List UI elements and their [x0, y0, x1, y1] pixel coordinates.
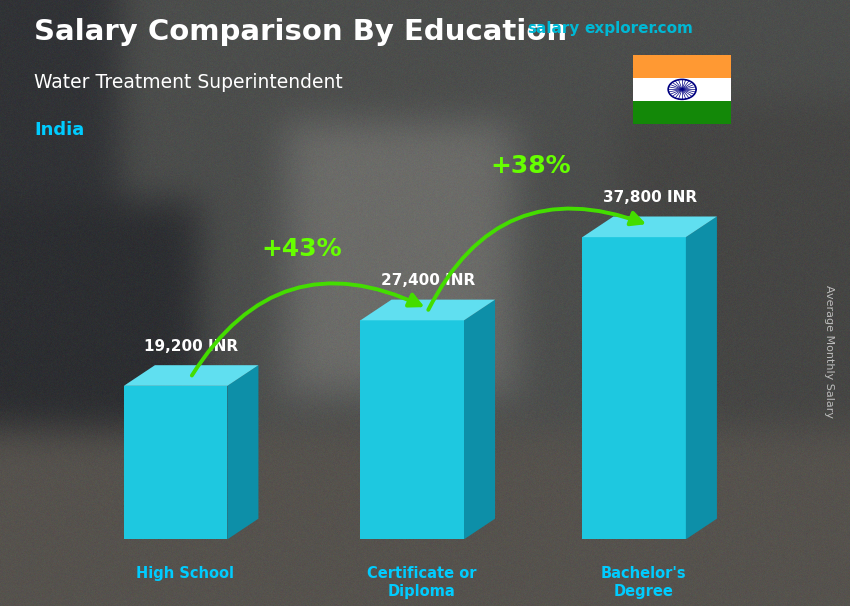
Polygon shape: [360, 299, 495, 321]
Bar: [582, 237, 686, 539]
Polygon shape: [582, 216, 717, 237]
Text: 37,800 INR: 37,800 INR: [603, 190, 697, 205]
Polygon shape: [686, 216, 717, 539]
Bar: [360, 321, 464, 539]
Text: salary: salary: [527, 21, 580, 36]
Text: Average Monthly Salary: Average Monthly Salary: [824, 285, 834, 418]
Text: explorer: explorer: [585, 21, 657, 36]
Text: Bachelor's
Degree: Bachelor's Degree: [601, 565, 686, 599]
Text: Salary Comparison By Education: Salary Comparison By Education: [34, 18, 567, 46]
Text: High School: High School: [136, 565, 234, 581]
Polygon shape: [124, 365, 258, 386]
Text: Water Treatment Superintendent: Water Treatment Superintendent: [34, 73, 343, 92]
Bar: [124, 386, 227, 539]
Text: 27,400 INR: 27,400 INR: [381, 273, 475, 288]
Text: .com: .com: [653, 21, 694, 36]
Polygon shape: [464, 299, 495, 539]
Text: 19,200 INR: 19,200 INR: [144, 339, 238, 354]
Polygon shape: [227, 365, 258, 539]
Text: Certificate or
Diploma: Certificate or Diploma: [367, 565, 476, 599]
Text: +38%: +38%: [490, 154, 571, 178]
Text: +43%: +43%: [261, 237, 342, 261]
Text: India: India: [34, 121, 84, 139]
